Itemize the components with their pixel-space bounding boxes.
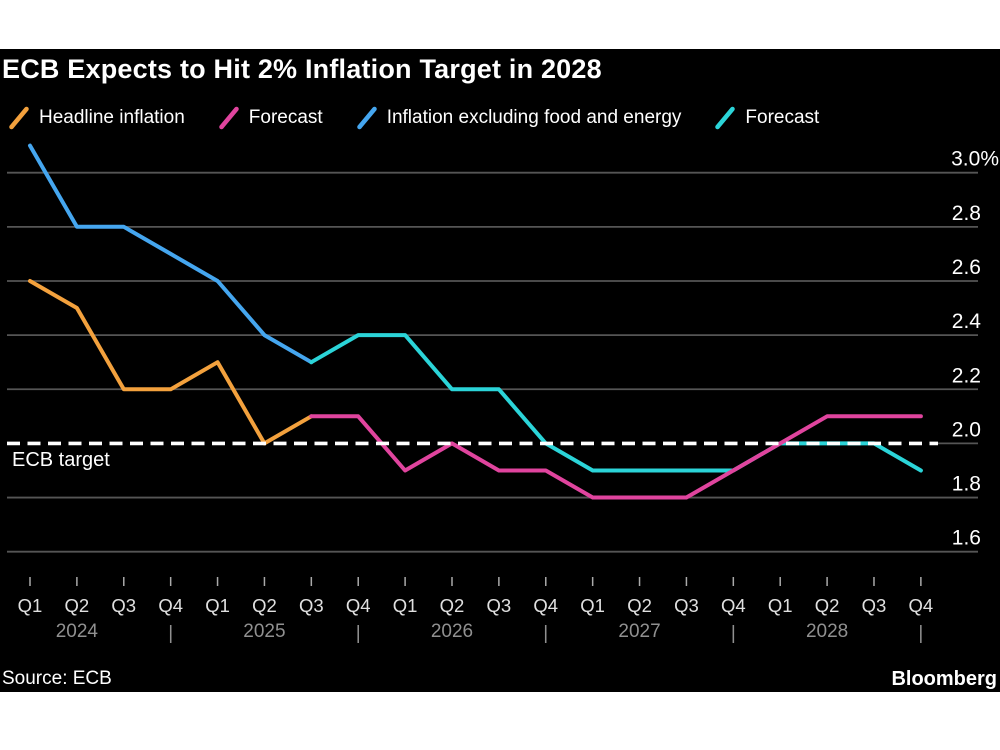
ecb-target-label: ECB target xyxy=(12,449,110,471)
quarter-label: Q2 xyxy=(440,595,465,616)
core-line xyxy=(28,143,314,365)
core-slash-icon xyxy=(356,106,377,130)
y-axis-tick-label: 2.4 xyxy=(952,310,982,333)
bloomberg-logo: Bloomberg xyxy=(891,667,997,690)
year-label: 2027 xyxy=(618,621,660,642)
quarter-label: Q4 xyxy=(346,595,371,616)
quarter-label: Q3 xyxy=(862,595,887,616)
headline-slash-icon xyxy=(9,106,29,130)
chart-legend: Headline inflation Forecast Inflation ex… xyxy=(8,103,819,133)
year-separator: | xyxy=(168,623,173,644)
footer: Source: ECB Bloomberg xyxy=(2,666,997,692)
y-axis-tick-label: 3.0% xyxy=(951,148,999,171)
headline-forecast-line xyxy=(309,414,923,500)
year-separator: | xyxy=(731,623,736,644)
quarter-label: Q2 xyxy=(815,595,840,616)
y-axis-tick-label: 2.0 xyxy=(952,418,981,441)
quarter-label: Q4 xyxy=(909,595,934,616)
quarter-label: Q3 xyxy=(674,595,699,616)
core-forecast-line xyxy=(309,333,923,473)
quarter-label: Q1 xyxy=(580,595,605,616)
legend-item-headline: Headline inflation xyxy=(8,105,185,131)
year-label: 2028 xyxy=(806,621,848,642)
quarter-label: Q3 xyxy=(487,595,512,616)
legend-label: Forecast xyxy=(745,107,820,128)
quarter-label: Q4 xyxy=(721,595,746,616)
chart-panel xyxy=(0,49,1000,692)
source-text: Source: ECB xyxy=(2,668,112,689)
headline-forecast-slash-icon xyxy=(219,106,239,130)
quarter-label: Q3 xyxy=(111,595,136,616)
quarter-label: Q2 xyxy=(65,595,90,616)
headline-line xyxy=(28,279,314,446)
year-separator: | xyxy=(543,623,548,644)
quarter-label: Q3 xyxy=(299,595,324,616)
quarter-label: Q1 xyxy=(768,595,793,616)
legend-item-core-forecast: Forecast xyxy=(714,105,819,131)
y-axis-tick-label: 1.8 xyxy=(952,473,981,496)
y-axis-tick-label: 2.6 xyxy=(952,256,981,279)
legend-label: Headline inflation xyxy=(39,107,185,128)
quarter-label: Q2 xyxy=(627,595,652,616)
legend-item-core: Inflation excluding food and energy xyxy=(356,105,682,131)
year-separator: | xyxy=(918,623,923,644)
quarter-label: Q2 xyxy=(252,595,277,616)
core-forecast-slash-icon xyxy=(715,106,736,130)
year-label: 2025 xyxy=(243,621,285,642)
y-axis-tick-label: 1.6 xyxy=(952,527,981,550)
year-separator: | xyxy=(356,623,361,644)
year-label: 2026 xyxy=(431,621,473,642)
year-label: 2024 xyxy=(56,621,99,642)
y-axis-tick-label: 2.2 xyxy=(952,364,981,387)
legend-item-headline-forecast: Forecast xyxy=(218,105,323,131)
top-white-bar xyxy=(0,0,1000,49)
quarter-label: Q1 xyxy=(205,595,230,616)
legend-label: Forecast xyxy=(248,107,323,128)
quarter-label: Q1 xyxy=(18,595,43,616)
y-axis-tick-label: 2.8 xyxy=(952,202,981,225)
quarter-label: Q4 xyxy=(533,595,558,616)
legend-label: Inflation excluding food and energy xyxy=(386,107,682,128)
page-title: ECB Expects to Hit 2% Inflation Target i… xyxy=(2,54,602,84)
quarter-label: Q1 xyxy=(393,595,418,616)
quarter-label: Q4 xyxy=(158,595,183,616)
